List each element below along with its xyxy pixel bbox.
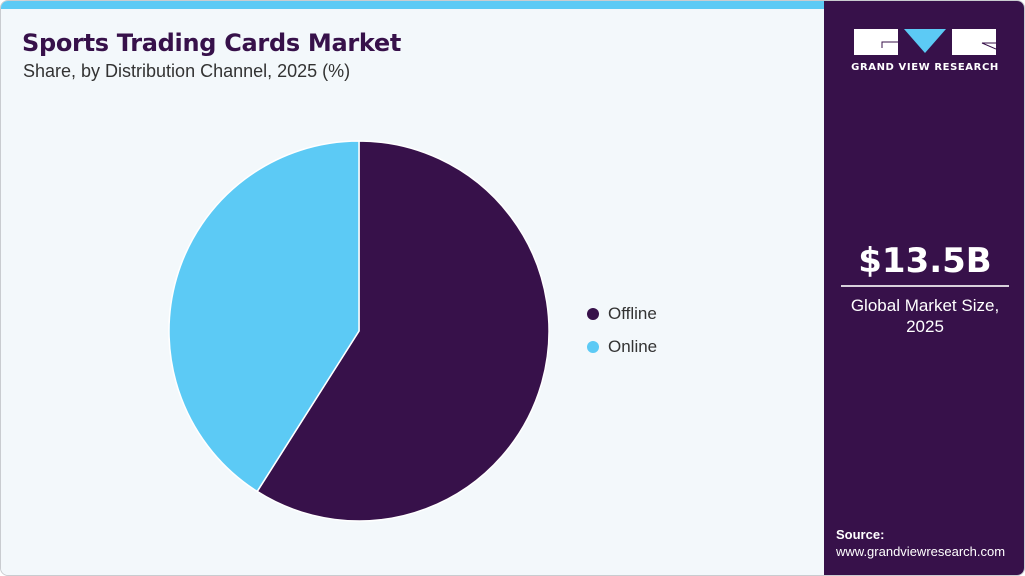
market-size-label-line1: Global Market Size,: [850, 296, 1000, 315]
chart-legend: Offline Online: [587, 303, 657, 369]
accent-top-bar: [1, 1, 824, 9]
info-sidebar: GRAND VIEW RESEARCH $13.5B Global Market…: [824, 1, 1024, 575]
legend-dot-icon: [587, 308, 599, 320]
market-size-value: $13.5B: [858, 241, 992, 281]
brand-name: GRAND VIEW RESEARCH: [851, 62, 999, 73]
pie-chart-svg: [168, 140, 550, 522]
legend-label: Online: [608, 337, 658, 356]
pie-chart: [167, 139, 551, 523]
legend-item-offline: Offline: [587, 303, 657, 325]
market-size-label: Global Market Size, 2025: [824, 295, 1024, 337]
pie-slice-offline: [256, 140, 550, 522]
market-size-label-line2: 2025: [906, 317, 944, 336]
gvr-logo-icon: [854, 29, 996, 55]
legend-label: Offline: [608, 304, 657, 323]
chart-subtitle: Share, by Distribution Channel, 2025 (%): [23, 61, 351, 81]
pie-slice-online: [168, 140, 360, 493]
divider: [841, 285, 1009, 287]
legend-item-online: Online: [587, 336, 657, 358]
chart-title: Sports Trading Cards Market: [22, 29, 402, 57]
source-label: Source:: [836, 527, 885, 542]
source-link[interactable]: www.grandviewresearch.com: [836, 544, 1006, 559]
legend-dot-icon: [587, 341, 599, 353]
